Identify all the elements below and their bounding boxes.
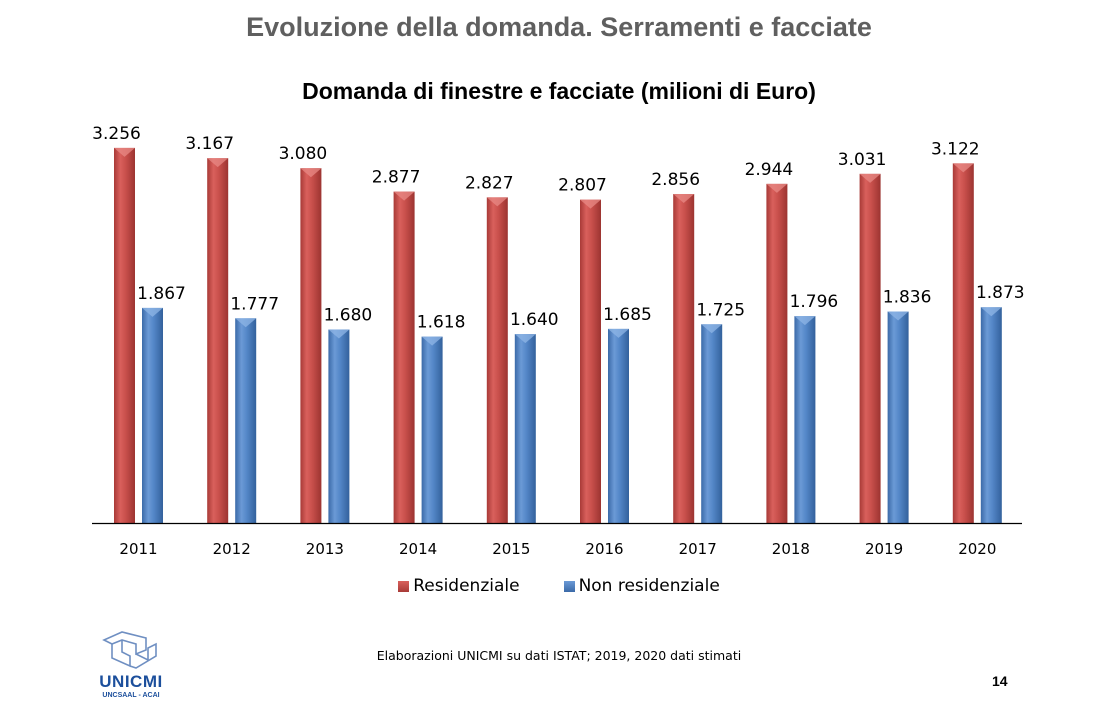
bar-top-non-residenziale-2014 xyxy=(421,336,443,346)
x-tick-label-2011: 2011 xyxy=(119,540,157,558)
bars-group xyxy=(114,147,1002,523)
source-note: Elaborazioni UNICMI su dati ISTAT; 2019,… xyxy=(376,648,742,663)
bar-top-residenziale-2013 xyxy=(300,168,322,178)
bar-non-residenziale-2012 xyxy=(235,318,257,523)
x-tick-label-2015: 2015 xyxy=(492,540,530,558)
bar-top-non-residenziale-2020 xyxy=(980,307,1002,317)
bar-top-non-residenziale-2018 xyxy=(794,316,816,326)
bar-top-residenziale-2020 xyxy=(952,163,974,173)
legend-label-residenziale: Residenziale xyxy=(413,576,520,596)
bar-non-residenziale-2018 xyxy=(794,316,816,523)
legend-item-residenziale: Residenziale xyxy=(398,576,520,596)
bar-residenziale-2011 xyxy=(114,147,135,523)
bar-top-non-residenziale-2015 xyxy=(514,334,536,344)
unicmi-logo: UNICMI UNCSAAL - ACAI xyxy=(86,628,176,703)
bar-top-non-residenziale-2012 xyxy=(235,318,257,328)
bar-top-residenziale-2018 xyxy=(766,183,788,193)
bar-non-residenziale-2019 xyxy=(887,311,909,523)
value-label-non-residenziale-2011: 1.867 xyxy=(137,284,186,304)
chart-title: Domanda di finestre e facciate (milioni … xyxy=(302,78,816,104)
bar-top-non-residenziale-2019 xyxy=(887,311,909,321)
bar-non-residenziale-2020 xyxy=(980,307,1002,523)
value-label-non-residenziale-2014: 1.618 xyxy=(417,313,466,333)
value-label-residenziale-2011: 3.256 xyxy=(92,124,141,144)
x-tick-label-2018: 2018 xyxy=(772,540,810,558)
bar-top-residenziale-2011 xyxy=(114,147,135,157)
bar-non-residenziale-2013 xyxy=(328,329,350,523)
bar-top-non-residenziale-2013 xyxy=(328,329,350,339)
value-label-non-residenziale-2013: 1.680 xyxy=(324,305,373,325)
value-label-residenziale-2018: 2.944 xyxy=(745,160,794,180)
x-tick-label-2014: 2014 xyxy=(399,540,437,558)
value-label-non-residenziale-2018: 1.796 xyxy=(790,292,839,312)
bar-top-non-residenziale-2016 xyxy=(608,328,629,338)
x-tick-label-2019: 2019 xyxy=(865,540,903,558)
value-label-residenziale-2014: 2.877 xyxy=(372,168,421,188)
bar-residenziale-2013 xyxy=(300,168,322,523)
bar-top-residenziale-2019 xyxy=(859,173,881,183)
x-tick-label-2013: 2013 xyxy=(306,540,344,558)
value-label-non-residenziale-2017: 1.725 xyxy=(696,300,745,320)
x-tick-label-2012: 2012 xyxy=(213,540,251,558)
x-tick-label-2017: 2017 xyxy=(679,540,717,558)
value-label-non-residenziale-2015: 1.640 xyxy=(510,310,559,330)
legend-label-non-residenziale: Non residenziale xyxy=(578,576,720,596)
bar-top-non-residenziale-2017 xyxy=(701,324,723,334)
value-label-non-residenziale-2012: 1.777 xyxy=(230,294,279,314)
bar-residenziale-2016 xyxy=(580,199,601,523)
bar-top-non-residenziale-2011 xyxy=(142,307,163,317)
bar-non-residenziale-2017 xyxy=(701,324,723,523)
value-label-residenziale-2020: 3.122 xyxy=(931,139,980,159)
value-label-residenziale-2012: 3.167 xyxy=(185,134,234,154)
bar-residenziale-2017 xyxy=(673,193,695,523)
value-label-non-residenziale-2016: 1.685 xyxy=(603,305,652,325)
value-label-residenziale-2013: 3.080 xyxy=(279,144,328,164)
bar-residenziale-2015 xyxy=(486,197,508,523)
bar-residenziale-2012 xyxy=(207,158,229,523)
logo-subtitle: UNCSAAL - ACAI xyxy=(102,692,160,699)
value-label-residenziale-2019: 3.031 xyxy=(838,150,887,170)
legend-swatch-residenziale xyxy=(398,580,410,592)
page-number: 14 xyxy=(992,673,1008,689)
bar-top-residenziale-2015 xyxy=(486,197,508,207)
value-label-residenziale-2015: 2.827 xyxy=(465,173,514,193)
unicmi-logo-icon xyxy=(102,631,157,669)
bar-top-residenziale-2017 xyxy=(673,193,695,203)
value-label-residenziale-2016: 2.807 xyxy=(558,176,607,196)
value-label-residenziale-2017: 2.856 xyxy=(651,170,700,190)
value-label-non-residenziale-2019: 1.836 xyxy=(883,287,932,307)
bar-non-residenziale-2015 xyxy=(514,334,536,523)
logo-name: UNICMI xyxy=(99,672,163,691)
bar-non-residenziale-2016 xyxy=(608,328,629,523)
bar-top-residenziale-2012 xyxy=(207,158,229,168)
legend: Residenziale Non residenziale xyxy=(0,576,1118,596)
x-tick-labels-group: 2011 2012 2013 2014 2015 2016 2017 2018 2019 2020 xyxy=(119,540,996,558)
legend-item-non-residenziale: Non residenziale xyxy=(563,576,720,596)
bar-residenziale-2020 xyxy=(952,163,974,523)
bar-residenziale-2014 xyxy=(393,191,415,523)
slide-title: Evoluzione della domanda. Serramenti e f… xyxy=(246,12,872,42)
bar-non-residenziale-2014 xyxy=(421,336,443,523)
x-tick-label-2016: 2016 xyxy=(585,540,623,558)
bar-top-residenziale-2014 xyxy=(393,191,415,201)
value-labels-group: 3.256 1.867 3.167 1.777 3.080 1.680 2.877 1.618… xyxy=(92,124,1024,333)
legend-swatch-non-residenziale xyxy=(563,580,575,592)
x-tick-label-2020: 2020 xyxy=(958,540,996,558)
bar-residenziale-2018 xyxy=(766,183,788,523)
bar-non-residenziale-2011 xyxy=(142,307,163,523)
value-label-non-residenziale-2020: 1.873 xyxy=(976,283,1025,303)
bar-residenziale-2019 xyxy=(859,173,881,523)
bar-top-residenziale-2016 xyxy=(580,199,601,209)
